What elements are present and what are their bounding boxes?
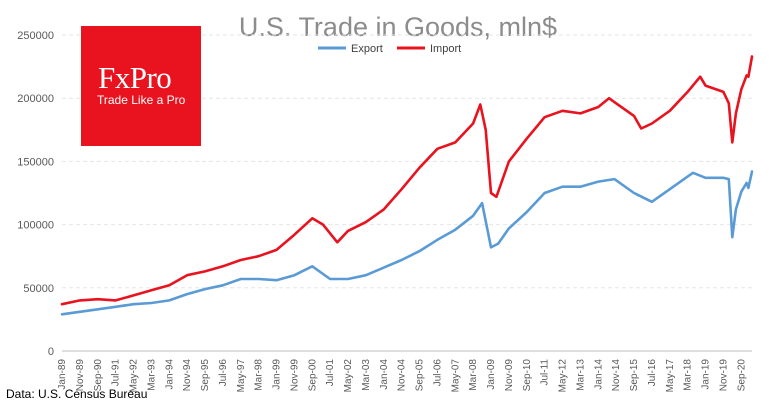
x-tick-label: Jan-14 [593,359,604,390]
y-tick-label: 250000 [17,30,54,42]
series-lines [60,55,754,316]
x-tick-label: Nov-14 [611,359,622,392]
x-tick-label: Sep-95 [200,359,211,392]
x-tick-label: Sep-15 [629,359,640,392]
logo-tagline: Trade Like a Pro [97,93,186,107]
logo-brand-text: FxPro [98,60,172,95]
x-tick-label: Jul-11 [540,359,551,386]
fxpro-logo: FxPro Trade Like a Pro [81,26,201,146]
legend-label-import: Import [430,43,461,55]
x-tick-label: Mar-18 [683,359,694,391]
x-tick-label: Jan-04 [379,359,390,390]
x-tick-label: Sep-00 [307,359,318,392]
x-tick-label: May-17 [665,359,676,393]
x-tick-label: Mar-98 [254,359,265,391]
source-note: Data: U.S. Census Bureau [6,387,148,401]
x-tick-label: Jan-94 [164,359,175,390]
x-tick-label: Sep-10 [522,359,533,392]
x-tick-label: May-02 [343,359,354,393]
y-tick-label: 0 [48,346,54,358]
y-tick-label: 50000 [23,283,54,295]
x-tick-label: Mar-13 [575,359,586,391]
x-tick-label: Jan-89 [57,359,68,390]
legend: Export Import [318,43,461,55]
x-tick-label: Jan-19 [701,359,712,390]
x-tick-label: Nov-19 [718,359,729,392]
x-tick-label: Sep-05 [415,359,426,392]
x-tick-label: Sep-90 [93,359,104,392]
x-tick-label: May-92 [129,359,140,393]
x-tick-label: Jul-16 [647,359,658,387]
x-tick-label: May-12 [558,359,569,393]
x-tick-label: Mar-93 [146,359,157,391]
x-tick-label: Jul-96 [218,359,229,387]
y-tick-label: 150000 [17,156,54,168]
y-tick-label: 100000 [17,220,54,232]
y-tick-label: 200000 [17,93,54,105]
y-axis: 0 50000 100000 150000 200000 250000 [17,30,54,358]
x-tick-label: May-07 [450,359,461,393]
x-tick-label: Nov-09 [504,359,515,392]
x-tick-label: Jan-09 [486,359,497,390]
x-tick-label: Jul-01 [325,359,336,387]
x-tick-label: Nov-99 [289,359,300,392]
x-tick-label: May-97 [236,359,247,393]
series-export-line [60,170,754,316]
x-tick-label: Mar-03 [361,359,372,391]
series-import-line [60,55,754,306]
x-tick-label: Nov-94 [182,359,193,392]
chart-title: U.S. Trade in Goods, mln$ [239,12,557,42]
x-tick-label: Jan-99 [272,359,283,390]
x-tick-label: Jul-06 [432,359,443,387]
x-tick-label: Nov-89 [75,359,86,392]
legend-label-export: Export [351,43,383,55]
x-tick-label: Sep-20 [736,359,747,392]
x-tick-label: Mar-08 [468,359,479,391]
x-axis: Jan-89 Nov-89 Sep-90 Jul-91 May-92 Mar-93 Jan-… [57,350,752,393]
x-tick-label: Nov-04 [397,359,408,392]
x-tick-label: Jul-91 [111,359,122,387]
